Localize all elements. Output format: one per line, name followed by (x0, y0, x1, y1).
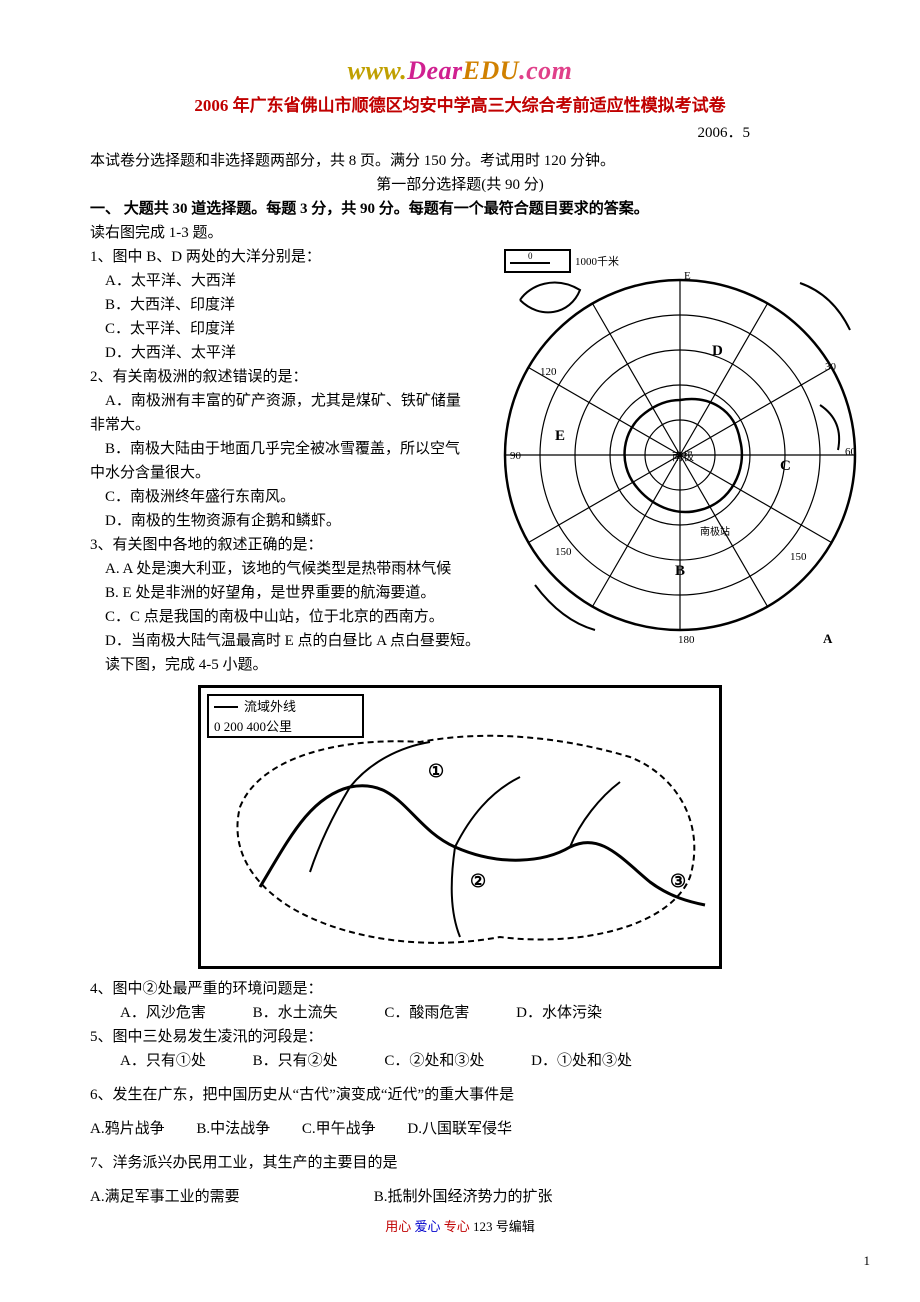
q6-opt-d: D.八国联军侵华 (407, 1117, 512, 1141)
q6-opt-c: C.甲午战争 (302, 1117, 376, 1141)
svg-text:30: 30 (825, 361, 837, 373)
section1-title: 一、 大题共 30 道选择题。每题 3 分，共 90 分。每题有一个最符合题目要… (90, 197, 830, 221)
q5-options: A．只有①处 B．只有②处 C．②处和③处 D．①处和③处 (90, 1049, 830, 1073)
q2-opt-a: A．南极洲有丰富的矿产资源，尤其是煤矿、铁矿储量非常大。 (90, 389, 470, 437)
q2-opt-c: C．南极洲终年盛行东南风。 (90, 485, 470, 509)
page-number: 1 (864, 1251, 871, 1272)
q7-options: A.满足军事工业的需要 B.抵制外国经济势力的扩张 (90, 1185, 830, 1209)
footer-aixin: 爱心 (411, 1219, 444, 1234)
q4-opt-a: A．风沙危害 (105, 1001, 206, 1025)
q1-opt-b: B．大西洋、印度洋 (90, 293, 470, 317)
q5-opt-b: B．只有②处 (238, 1049, 338, 1073)
svg-text:C: C (780, 458, 791, 474)
q4-options: A．风沙危害 B．水土流失 C．酸雨危害 D．水体污染 (90, 1001, 830, 1025)
page-footer: 用心 爱心 专心 123 号编辑 (90, 1217, 830, 1238)
svg-text:B: B (675, 563, 685, 579)
q3-stem: 3、有关图中各地的叙述正确的是： (90, 533, 470, 557)
read-figure-4-5: 读下图，完成 4-5 小题。 (90, 653, 830, 677)
q7-opt-a: A.满足军事工业的需要 (90, 1185, 370, 1209)
url-dear: Dear (407, 56, 462, 85)
figure-river-basin-map: 流域外线 0 200 400公里 ① ② ③ (198, 685, 722, 969)
q2-stem: 2、有关南极洲的叙述错误的是： (90, 365, 470, 389)
footer-editor: 123 号编辑 (470, 1219, 535, 1234)
q6-opt-b: B.中法战争 (196, 1117, 270, 1141)
q1-opt-c: C．太平洋、印度洋 (90, 317, 470, 341)
q1-stem: 1、图中 B、D 两处的大洋分别是： (90, 245, 470, 269)
svg-text:90: 90 (510, 450, 522, 462)
exam-intro: 本试卷分选择题和非选择题两部分，共 8 页。满分 150 分。考试用时 120 … (90, 149, 830, 173)
q7-opt-b: B.抵制外国经济势力的扩张 (374, 1189, 553, 1205)
svg-text:150: 150 (555, 546, 572, 558)
q4-opt-d: D．水体污染 (501, 1001, 602, 1025)
q4-stem: 4、图中②处最严重的环境问题是： (90, 977, 830, 1001)
q4-opt-b: B．水土流失 (238, 1001, 338, 1025)
svg-text:E: E (684, 270, 691, 282)
q1-opt-a: A．太平洋、大西洋 (90, 269, 470, 293)
svg-text:D: D (712, 343, 723, 359)
footer-zhuanxin: 专心 (444, 1219, 470, 1234)
q1-opt-d: D．大西洋、太平洋 (90, 341, 470, 365)
q5-stem: 5、图中三处易发生凌汛的河段是： (90, 1025, 830, 1049)
q4-opt-c: C．酸雨危害 (369, 1001, 469, 1025)
antarctica-svg: 0 1000千米 (500, 245, 860, 645)
svg-text:②: ② (470, 871, 486, 891)
footer-yongxin: 用心 (385, 1219, 411, 1234)
svg-text:120: 120 (540, 366, 557, 378)
exam-date: 2006．5 (90, 121, 830, 145)
url-www: www. (348, 56, 408, 85)
svg-text:60: 60 (845, 446, 857, 458)
q2-opt-d: D．南极的生物资源有企鹅和鳞虾。 (90, 509, 470, 533)
part1-heading: 第一部分选择题(共 90 分) (90, 173, 830, 197)
svg-text:A: A (823, 631, 833, 645)
figure-antarctica-map: 0 1000千米 (500, 245, 860, 645)
q6-opt-a: A.鸦片战争 (90, 1117, 165, 1141)
url-com: .com (519, 56, 572, 85)
q6-stem: 6、发生在广东，把中国历史从“古代”演变成“近代”的重大事件是 (90, 1083, 830, 1107)
q2-opt-b: B．南极大陆由于地面几乎完全被冰雪覆盖，所以空气中水分含量很大。 (90, 437, 470, 485)
svg-text:0: 0 (528, 251, 533, 261)
exam-title: 2006 年广东省佛山市顺德区均安中学高三大综合考前适应性模拟考试卷 (90, 92, 830, 119)
q7-stem: 7、洋务派兴办民用工业，其生产的主要目的是 (90, 1151, 830, 1175)
q6-options: A.鸦片战争 B.中法战争 C.甲午战争 D.八国联军侵华 (90, 1117, 830, 1141)
svg-text:③: ③ (670, 871, 686, 891)
q5-opt-c: C．②处和③处 (369, 1049, 484, 1073)
q3-opt-a: A. A 处是澳大利亚，该地的气候类型是热带雨林气候 (90, 557, 470, 581)
svg-text:180: 180 (678, 634, 695, 645)
svg-text:①: ① (428, 761, 444, 781)
header-url: www.DearEDU.com (90, 50, 830, 92)
url-edu: EDU (463, 56, 519, 85)
scale-label: 1000千米 (575, 255, 619, 268)
q5-opt-d: D．①处和③处 (516, 1049, 632, 1073)
svg-text:E: E (555, 428, 565, 444)
svg-text:南极站: 南极站 (700, 525, 730, 538)
river-basin-svg: 流域外线 0 200 400公里 ① ② ③ (200, 687, 720, 967)
read-figure-1-3: 读右图完成 1-3 题。 (90, 221, 830, 245)
svg-text:南极: 南极 (672, 449, 694, 463)
q5-opt-a: A．只有①处 (105, 1049, 206, 1073)
svg-text:0 200 400公里: 0 200 400公里 (214, 719, 292, 734)
svg-text:流域外线: 流域外线 (244, 699, 296, 714)
svg-text:150: 150 (790, 551, 807, 563)
